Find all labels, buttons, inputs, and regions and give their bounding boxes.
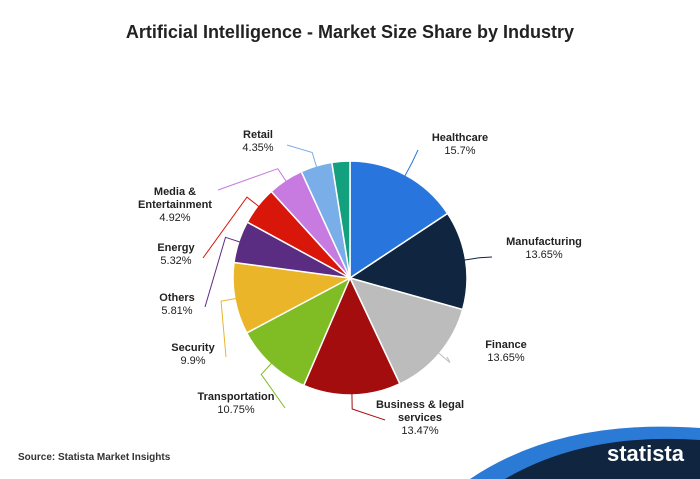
brand: statista [606, 441, 684, 466]
value-label: 10.75% [217, 404, 255, 416]
category-label: Others [159, 292, 195, 304]
slice-label: Finance 13.65% [461, 339, 551, 365]
category-label: Business & legal services [375, 399, 465, 424]
value-label: 13.65% [525, 249, 563, 261]
leader-line [220, 297, 239, 358]
value-label: 4.35% [242, 142, 274, 154]
pie-slice [330, 160, 351, 279]
category-label: Manufacturing [506, 236, 582, 248]
category-label: Security [171, 342, 215, 354]
footer-band [505, 438, 700, 479]
leader-line [351, 390, 386, 421]
category-label: Media & Entertainment [138, 186, 212, 211]
leader-line [461, 256, 493, 261]
leader-line [435, 350, 451, 363]
slice-label: Healthcare 15.7% [415, 132, 505, 158]
category-label: Finance [485, 339, 527, 351]
source: Source: Statista Market Insights [18, 452, 171, 463]
value-label: 4.92% [159, 212, 191, 224]
value-label: 13.47% [401, 425, 439, 437]
leader-line [204, 236, 243, 308]
slice-label: Others 5.81% [132, 292, 222, 318]
leader-line [286, 144, 318, 170]
value-label: 5.32% [160, 255, 192, 267]
leader-line [260, 360, 286, 409]
slice-label: Energy 5.32% [131, 242, 221, 268]
leader-line [217, 168, 289, 191]
category-label: Energy [157, 242, 195, 254]
category-label: Healthcare [431, 132, 489, 144]
value-label: 15.7% [444, 145, 476, 157]
leader-line [403, 149, 419, 179]
category-label: Retail [243, 129, 273, 141]
slice-label: Retail 4.35% [213, 129, 303, 155]
value-label: 9.9% [180, 355, 206, 367]
leader-line [202, 196, 262, 259]
slice-label: Security 9.9% [148, 342, 238, 368]
slice-label: Manufacturing 13.65% [499, 236, 589, 262]
category-label: Transportation [197, 391, 275, 403]
slice-label: Transportation 10.75% [191, 391, 281, 417]
slice-label: Business & legal services 13.47% [375, 399, 465, 438]
slice-label: Media & Entertainment 4.92% [130, 186, 220, 225]
chart-title: Artificial Intelligence - Market Size Sh… [125, 22, 575, 42]
value-label: 5.81% [161, 305, 193, 317]
value-label: 13.65% [487, 352, 525, 364]
